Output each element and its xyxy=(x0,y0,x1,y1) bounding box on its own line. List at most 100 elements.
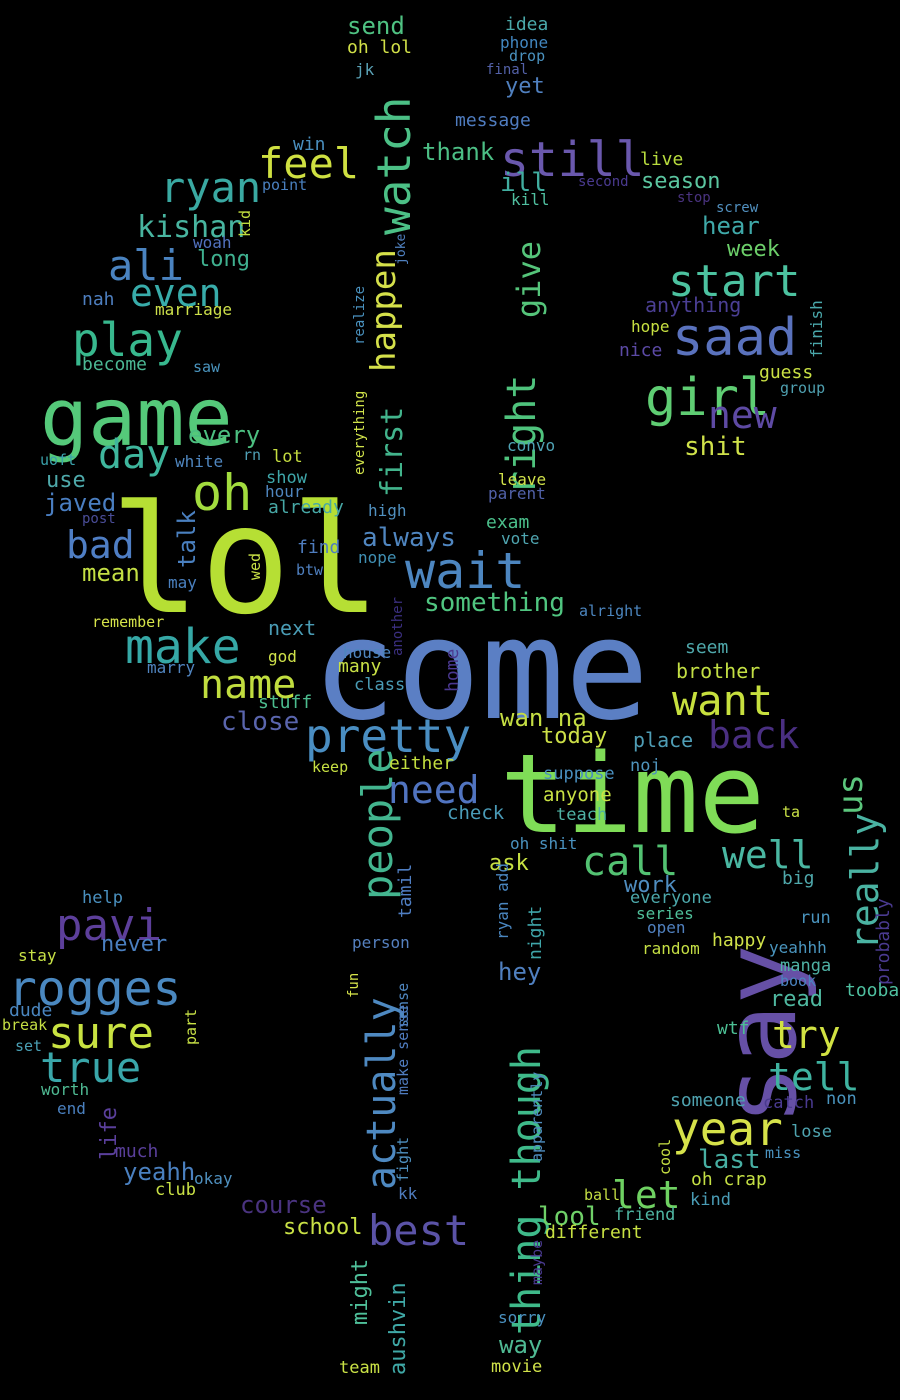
word-okay: okay xyxy=(194,1169,233,1188)
word-true: true xyxy=(40,1043,141,1092)
word-ill: ill xyxy=(500,168,547,198)
word-friend: friend xyxy=(614,1205,675,1225)
word-start: start xyxy=(668,256,800,307)
word-work: work xyxy=(624,873,677,898)
word-best: best xyxy=(368,1206,469,1255)
word-send: send xyxy=(347,12,405,40)
word-finish: finish xyxy=(807,300,826,358)
word-watch: watch xyxy=(367,97,421,235)
word-name: name xyxy=(200,662,296,708)
word-ball: ball xyxy=(584,1186,620,1204)
word-nice: nice xyxy=(619,340,662,361)
word-final: final xyxy=(486,62,528,78)
word-time: time xyxy=(500,730,765,858)
word-everything: everything xyxy=(352,391,368,475)
word-group: group xyxy=(780,379,825,397)
word-wan-na: wan na xyxy=(500,704,587,732)
word-call: call xyxy=(582,839,678,885)
word-parent: parent xyxy=(488,484,546,503)
word-day: day xyxy=(98,432,170,478)
word-rogges: rogges xyxy=(8,961,181,1017)
word-team: team xyxy=(339,1358,380,1378)
word-guess: guess xyxy=(759,362,813,383)
word-might: might xyxy=(348,1259,373,1325)
word-next: next xyxy=(268,616,316,640)
word-joke: joke xyxy=(394,234,409,265)
word-aushvin: aushvin xyxy=(386,1282,411,1375)
word-oh-lol: oh lol xyxy=(347,37,412,58)
word-saad: saad xyxy=(672,308,797,368)
word-back: back xyxy=(708,713,800,757)
word-read: read xyxy=(770,987,823,1012)
word-ask: ask xyxy=(489,851,529,876)
word-phone: phone xyxy=(500,33,548,52)
word-lose: lose xyxy=(791,1122,832,1142)
word-check: check xyxy=(447,802,505,824)
word-either: either xyxy=(389,753,454,774)
word-fun: fun xyxy=(346,973,362,998)
word-suppose: suppose xyxy=(543,764,615,784)
word-become: become xyxy=(82,354,147,375)
word-show: show xyxy=(266,468,308,488)
word-lol: lol xyxy=(110,474,381,648)
word-seem: seem xyxy=(685,637,728,658)
word-post: post xyxy=(82,511,116,527)
word-remember: remember xyxy=(92,613,164,631)
word-yeahh: yeahh xyxy=(123,1158,195,1186)
word-wed: wed xyxy=(246,553,264,580)
word-wait: wait xyxy=(405,542,525,600)
word-life: life xyxy=(97,1107,122,1160)
word-season: season xyxy=(641,169,720,194)
word-something: something xyxy=(424,588,565,618)
word-catch: catch xyxy=(763,1093,814,1113)
word-home: home xyxy=(442,649,463,692)
word-hear: hear xyxy=(702,212,760,240)
word-series: series xyxy=(636,904,694,923)
word-probably: probably xyxy=(873,898,894,985)
word-need: need xyxy=(388,768,480,812)
word-nah: nah xyxy=(82,289,115,310)
word-much: much xyxy=(115,1141,158,1162)
word-saw: saw xyxy=(193,358,221,376)
word-marriage: marriage xyxy=(155,300,232,319)
word-pretty: pretty xyxy=(305,709,471,763)
word-stuff: stuff xyxy=(258,692,312,713)
word-message: message xyxy=(455,110,531,131)
word-new: new xyxy=(708,393,777,437)
word-yeahhh: yeahhh xyxy=(769,938,827,957)
word-win: win xyxy=(293,134,326,155)
word-still: still xyxy=(500,132,645,188)
word-year: year xyxy=(672,1102,783,1156)
word-uoft: uoft xyxy=(40,451,76,469)
word-movie: movie xyxy=(491,1357,542,1377)
word-drop: drop xyxy=(509,47,545,65)
word-lot: lot xyxy=(272,447,303,467)
word-happy: happy xyxy=(712,930,766,951)
word-btw: btw xyxy=(296,561,324,579)
word-every: every xyxy=(188,421,260,449)
word-really: really xyxy=(843,813,887,950)
word-miss: miss xyxy=(765,1144,801,1162)
word-everyone: everyone xyxy=(630,888,712,908)
word-today: today xyxy=(541,724,607,749)
word-brother: brother xyxy=(676,659,760,683)
word-live: live xyxy=(640,149,683,170)
word-point: point xyxy=(262,176,307,194)
word-long: long xyxy=(197,247,250,272)
word-manga: manga xyxy=(780,956,831,976)
word-run: run xyxy=(800,908,831,928)
word-open: open xyxy=(647,918,686,937)
word-course: course xyxy=(240,1191,327,1219)
word-thank: thank xyxy=(422,138,495,166)
word-wtf: wtf xyxy=(717,1018,750,1039)
word-night: night xyxy=(525,906,546,960)
word-never: never xyxy=(101,932,167,957)
word-someone: someone xyxy=(670,1090,746,1111)
word-tell: tell xyxy=(768,1055,860,1099)
word-hour: hour xyxy=(265,482,304,501)
word-last: last xyxy=(698,1145,761,1175)
word-hey: hey xyxy=(498,958,541,986)
word-random: random xyxy=(642,939,700,958)
word-different: different xyxy=(545,1222,643,1243)
word-use: use xyxy=(46,468,86,493)
